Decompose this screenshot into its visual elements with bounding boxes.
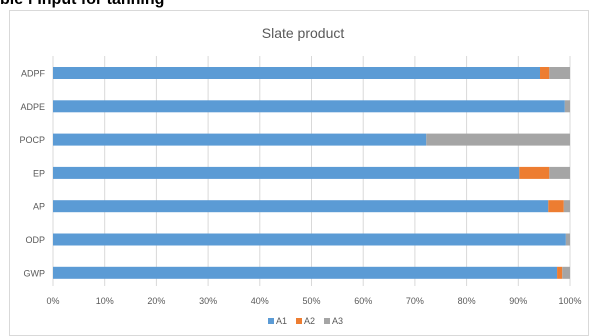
category-label: ODP xyxy=(25,235,45,245)
x-tick-label: 10% xyxy=(96,296,114,306)
x-tick-label: 90% xyxy=(509,296,527,306)
x-tick-label: 80% xyxy=(458,296,476,306)
top-strip: ble f Input for tanning xyxy=(0,0,589,10)
x-tick-label: 50% xyxy=(302,296,320,306)
bars xyxy=(53,67,570,279)
bar-a1-adpe xyxy=(53,100,565,113)
bar-a2-ep xyxy=(519,166,550,179)
legend-label: A3 xyxy=(332,316,343,326)
legend-item-a2[interactable]: A2 xyxy=(296,316,315,326)
bar-a1-gwp xyxy=(53,266,558,279)
legend-label: A1 xyxy=(276,316,287,326)
bar-a3-adpf xyxy=(549,67,570,79)
bar-a3-ap xyxy=(563,200,570,213)
bar-a3-adpe xyxy=(564,100,570,113)
x-tick-label: 30% xyxy=(199,296,217,306)
bar-a3-ep xyxy=(549,166,570,179)
category-label: GWP xyxy=(24,268,46,278)
bar-a1-ap xyxy=(53,200,549,213)
legend-swatch xyxy=(324,318,330,324)
bar-a1-adpf xyxy=(53,67,541,79)
legend-item-a3[interactable]: A3 xyxy=(324,316,343,326)
category-labels: ADPF ADPE POCP EP AP ODP GWP xyxy=(19,69,45,279)
legend-label: A2 xyxy=(304,316,315,326)
chart-title: Slate product xyxy=(262,25,345,41)
bar-a2-gwp xyxy=(557,266,563,279)
chart-svg: Slate product ADPF ADPE POCP EP AP ODP GWP 0% 1… xyxy=(19,25,581,326)
x-tick-label: 100% xyxy=(558,296,581,306)
x-tick-label: 40% xyxy=(251,296,269,306)
bar-a1-odp xyxy=(53,233,566,246)
x-tick-labels: 0% 10% 20% 30% 40% 50% 60% 70% 80% 90% 100% xyxy=(46,296,581,306)
legend[interactable]: A1 A2 A3 xyxy=(268,316,343,326)
bar-a1-ep xyxy=(53,166,520,179)
bar-a1-pocp xyxy=(53,133,427,146)
bar-a2-adpf xyxy=(540,67,550,79)
category-label: ADPF xyxy=(21,69,46,79)
x-tick-label: 70% xyxy=(406,296,424,306)
category-label: ADPE xyxy=(20,102,45,112)
category-label: AP xyxy=(33,202,45,212)
legend-swatch xyxy=(268,318,274,324)
bar-a2-ap xyxy=(548,200,564,213)
bar-a3-odp xyxy=(565,233,570,246)
category-label: EP xyxy=(33,168,45,178)
legend-swatch xyxy=(296,318,302,324)
category-label: POCP xyxy=(19,135,45,145)
x-tick-label: 60% xyxy=(354,296,372,306)
legend-item-a1[interactable]: A1 xyxy=(268,316,287,326)
chart-frame: Slate product ADPF ADPE POCP EP AP ODP GWP 0% 1… xyxy=(9,10,589,336)
bar-a3-pocp xyxy=(426,133,570,146)
top-fragment: ble f Input for tanning xyxy=(0,0,164,9)
x-tick-label: 0% xyxy=(46,296,59,306)
x-tick-label: 20% xyxy=(147,296,165,306)
bar-a3-gwp xyxy=(562,266,570,279)
